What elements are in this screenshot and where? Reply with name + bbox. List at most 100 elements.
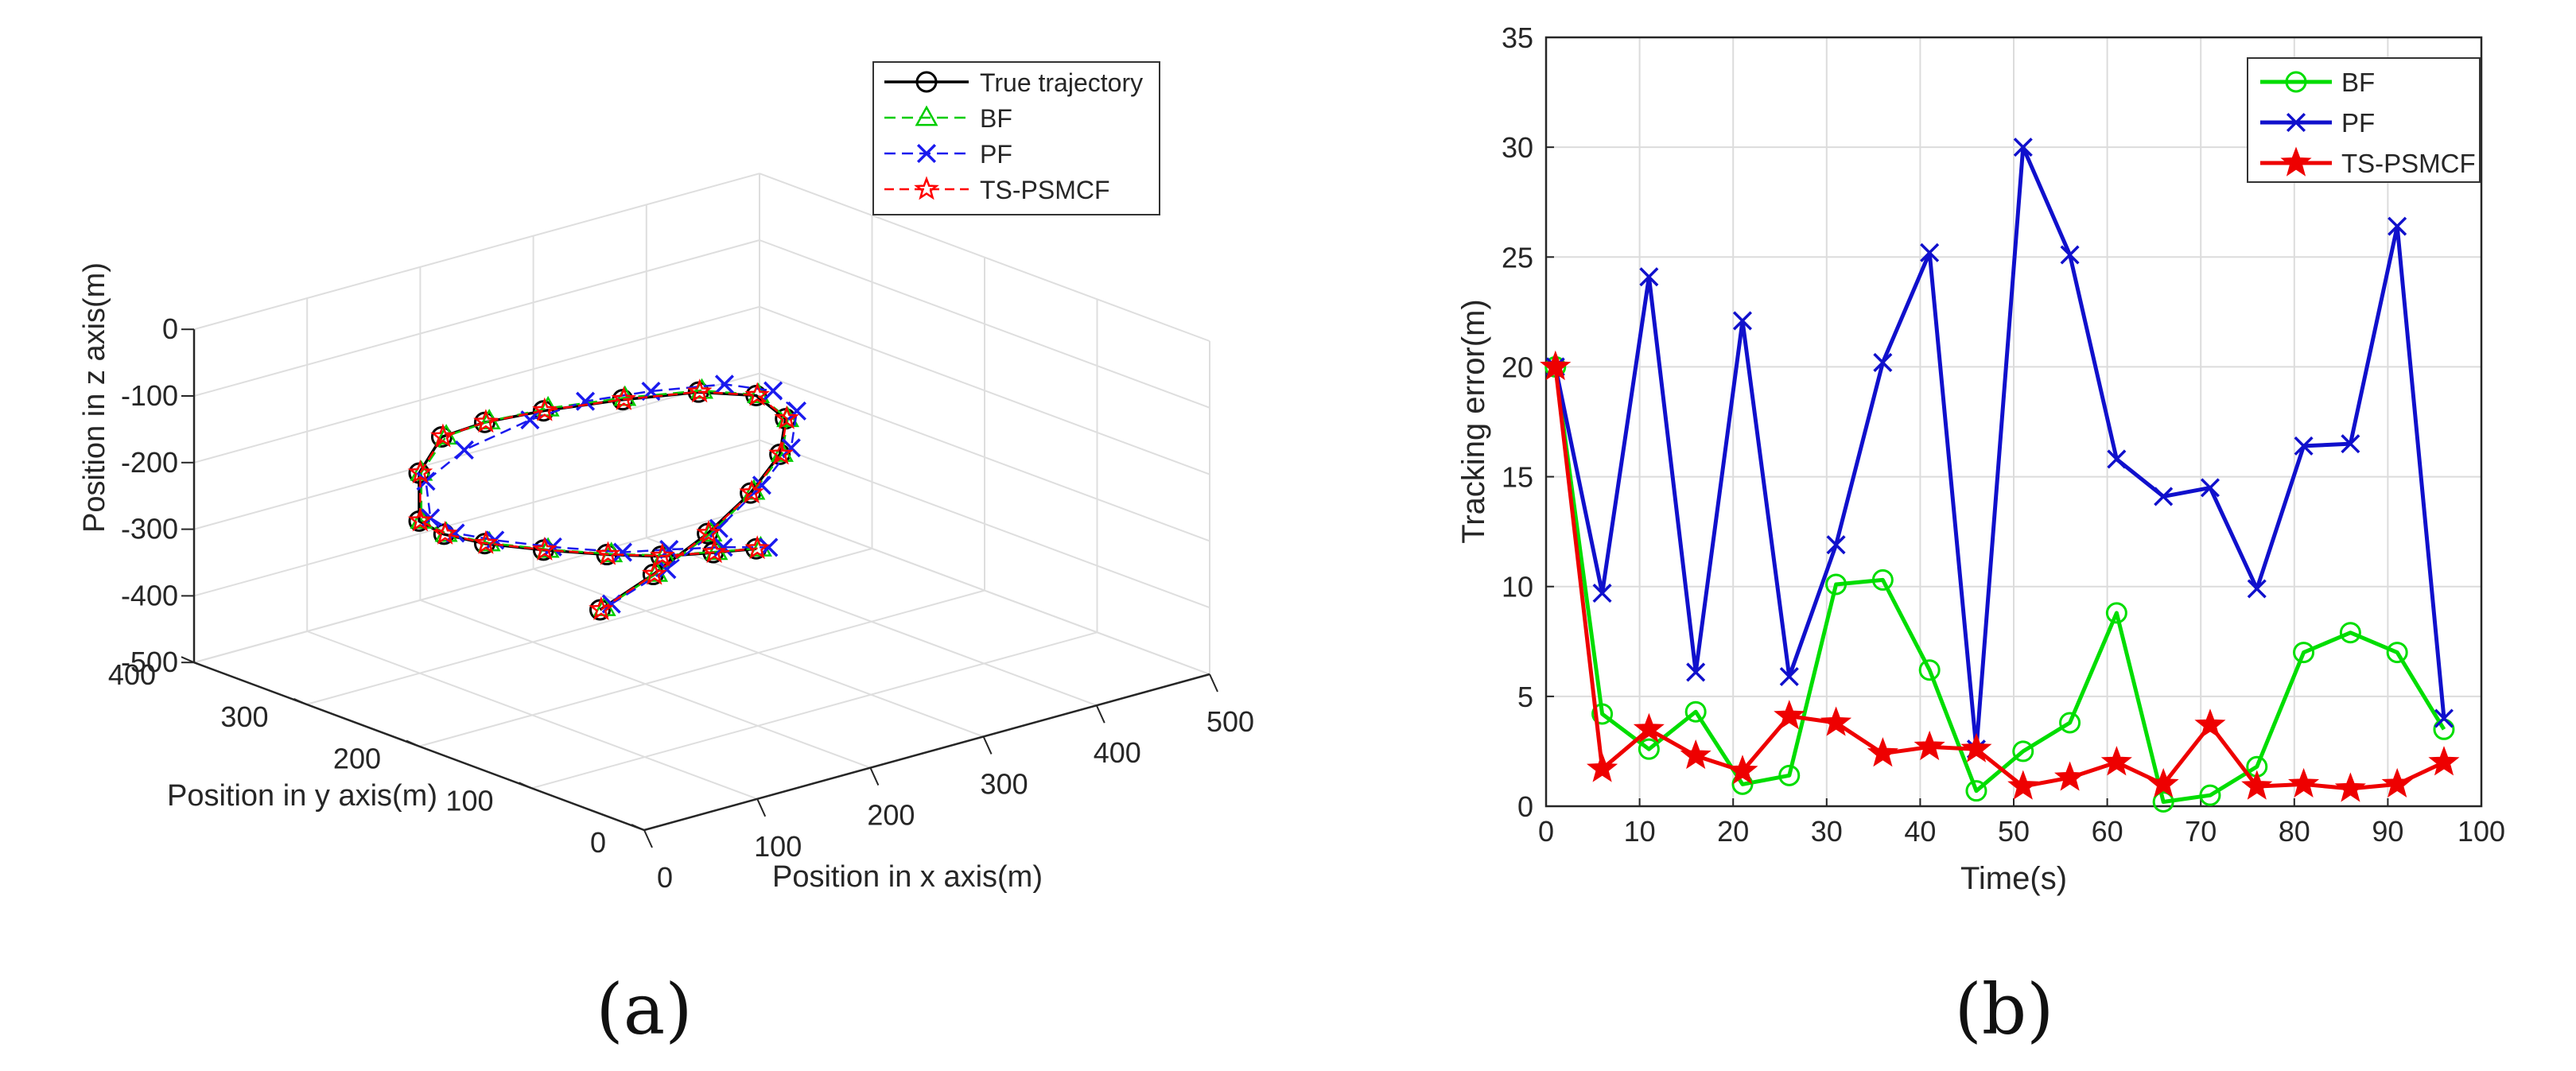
panel-b-point-pf	[1826, 535, 1846, 555]
panel-b-point-ts-psmcf	[2147, 767, 2179, 797]
panel-a-sidewall-gridline	[759, 506, 1210, 675]
panel-b-line-pf	[1553, 145, 2446, 751]
panel-a-legend-label-pf: PF	[980, 140, 1012, 169]
panel-a-sidewall-gridline	[759, 372, 1210, 542]
panel-b-x-tick-label: 60	[2092, 815, 2123, 848]
panel-a-x-tick	[982, 735, 993, 755]
panel-b-point-pf	[2247, 579, 2267, 599]
panel-a-y-tick	[181, 656, 195, 664]
panel-a-point-ts-psmcf	[650, 542, 675, 567]
panel-b-point-pf	[2200, 478, 2220, 498]
panel-a-z-axis-label: Position in z axis(m)	[78, 262, 111, 533]
panel-b-legend-label-pf: PF	[2341, 108, 2375, 138]
panel-a-point-ts-psmcf	[686, 378, 713, 403]
panel-b-point-pf	[2060, 245, 2080, 265]
panel-a-backwall-gridline	[193, 506, 760, 664]
panel-b-point-ts-psmcf	[2241, 770, 2273, 800]
panel-b-point-bf	[1918, 659, 1941, 681]
panel-a-point-bf	[410, 460, 433, 481]
panel-a-point-ts-psmcf	[774, 405, 799, 429]
panel-a-point-ts-psmcf	[744, 382, 770, 406]
panel-b-point-ts-psmcf	[1774, 700, 1805, 730]
panel-a-point-ts-psmcf	[768, 440, 794, 465]
panel-b-point-bf	[1638, 738, 1660, 760]
panel-b-y-tick-label: 25	[1502, 241, 1533, 274]
panel-a-z-tick-label: 0	[162, 312, 178, 345]
panel-a-x-tick-label: 100	[754, 830, 802, 863]
panel-b-axes-frame	[1544, 36, 2483, 808]
panel-a-y-axis-label: Position in y axis(m)	[167, 779, 437, 813]
panel-a-floor-gridline	[531, 631, 1098, 790]
panel-b-point-bf	[2152, 790, 2174, 813]
panel-b-point-bf	[2105, 602, 2127, 624]
panel-a-x-tick-label: 400	[1094, 736, 1141, 769]
panel-b-point-pf	[2013, 138, 2033, 157]
panel-b-legend: BF PF TS-PSMCF	[2247, 57, 2481, 183]
panel-a-point-ts-psmcf	[696, 520, 721, 545]
panel-b-x-tick-label: 30	[1811, 815, 1843, 848]
panel-b-tick-labels: 0 10 20 30 40 50 60 70 80 90 100 0 5 10 15 20 25 30 35	[1502, 21, 2505, 848]
panel-a-sidewall-gridline	[759, 439, 1210, 609]
panel-a-point-pf	[714, 374, 734, 394]
panel-a-sidewall-gridline	[759, 239, 1210, 409]
panel-b-x-tick-label: 20	[1717, 815, 1749, 848]
panel-b-point-bf	[1871, 568, 1894, 591]
panel-a-x-tick	[1209, 673, 1218, 693]
panel-b-y-tick-label: 0	[1517, 790, 1533, 823]
panel-a-point-ts-psmcf	[407, 460, 433, 483]
panel-b-x-tick-label: 50	[1998, 815, 2030, 848]
panel-a-point-ts-psmcf	[744, 535, 770, 560]
panel-a-floor-gridline	[306, 547, 872, 705]
panel-b-point-bf	[2293, 642, 2315, 664]
panel-b-x-tick-label: 80	[2279, 815, 2310, 848]
panel-a-backwall-gridline	[193, 173, 760, 331]
panel-a-point-pf	[612, 542, 632, 562]
panel-b-series-ts-psmcf	[1540, 350, 2460, 802]
panel-a-x-axis-label: Position in x axis(m)	[772, 860, 1043, 894]
panel-b-point-pf	[2107, 449, 2127, 469]
panel-a-floor-gridline	[418, 589, 985, 747]
panel-a-3d-trajectory-chart: 0 100 200 300 400 500 0 100 200 300 400 0 -100 -200 -3…	[78, 61, 1254, 1050]
panel-b-point-ts-psmcf	[2288, 767, 2320, 797]
panel-b-point-bf	[2339, 622, 2361, 644]
panel-a-point-ts-psmcf	[701, 539, 727, 564]
panel-a-x-tick-label: 500	[1206, 705, 1254, 738]
panel-a-y-tick-label: 400	[108, 658, 156, 691]
panel-a-line-true-trajectory	[418, 390, 787, 611]
panel-a-point-ts-psmcf	[432, 520, 458, 545]
panel-b-point-bf	[2059, 712, 2081, 734]
panel-b-legend-label-bf: BF	[2341, 68, 2375, 97]
panel-a-point-pf	[657, 560, 677, 580]
panel-a-y-tick	[406, 739, 420, 747]
panel-b-y-tick-label: 15	[1502, 461, 1533, 494]
panel-b-point-pf	[1639, 267, 1659, 287]
panel-a-line-ts-psmcf	[419, 390, 788, 611]
panel-a-point-ts-psmcf	[407, 507, 433, 532]
panel-b-point-pf	[1592, 583, 1612, 603]
panel-a-point-ts-psmcf	[430, 423, 456, 448]
panel-a-tick-labels: 0 100 200 300 400 500 0 100 200 300 400 0 -100 -200 -3…	[108, 312, 1254, 894]
panel-b-point-bf	[2199, 784, 2221, 806]
panel-a-point-ts-psmcf	[739, 479, 764, 504]
panel-a-point-ts-psmcf	[473, 530, 499, 554]
panel-b-x-tick-label: 10	[1624, 815, 1656, 848]
panel-b-point-pf	[1779, 666, 1799, 687]
panel-b-point-ts-psmcf	[2381, 767, 2413, 797]
panel-a-series-true-trajectory	[408, 381, 797, 621]
panel-b-point-ts-psmcf	[1680, 739, 1712, 770]
panel-a-point-pf	[781, 438, 801, 458]
panel-b-point-bf	[1825, 573, 1847, 596]
panel-b-series	[1540, 138, 2460, 813]
panel-b-point-bf	[2386, 642, 2408, 664]
panel-a-point-ts-psmcf	[595, 541, 621, 565]
panel-b-tracking-error-chart: 0 10 20 30 40 50 60 70 80 90 100 0 5 10 15 20 25 30 35 Tim…	[1456, 21, 2505, 1050]
panel-a-point-ts-psmcf	[589, 596, 614, 620]
panel-b-point-bf	[1684, 700, 1707, 723]
panel-a-legend-marker-bf	[915, 105, 938, 126]
panel-b-x-tick-label: 100	[2457, 815, 2505, 848]
panel-b-y-tick-label: 5	[1517, 681, 1533, 713]
panel-b-point-pf	[2341, 434, 2360, 454]
panel-b-x-tick-label: 90	[2372, 815, 2403, 848]
panel-a-point-pf	[752, 475, 771, 495]
panel-b-point-bf	[1965, 780, 1987, 802]
